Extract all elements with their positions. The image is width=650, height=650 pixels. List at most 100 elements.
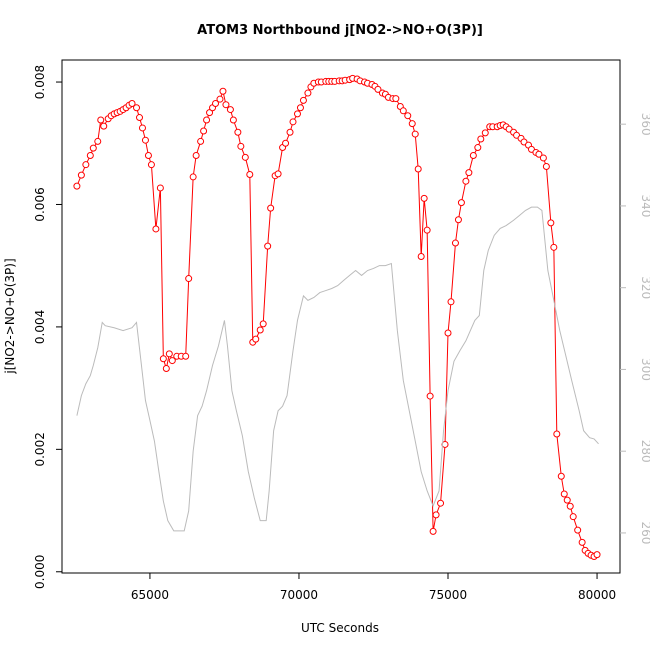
point (94, 137, 102, 145)
point (128, 99, 136, 107)
point (574, 526, 582, 534)
x-axis-label: UTC Seconds (301, 621, 379, 635)
point (229, 116, 237, 124)
point (477, 135, 485, 143)
x-tick-label: 70000 (280, 588, 318, 602)
point (216, 95, 224, 103)
point (206, 109, 214, 117)
point (286, 128, 294, 136)
y-tick-label: 0.006 (33, 187, 47, 221)
point (203, 116, 211, 124)
point (200, 127, 208, 135)
point (241, 153, 249, 161)
y-tick-label: 0.000 (33, 555, 47, 589)
point (474, 144, 482, 152)
point (447, 298, 455, 306)
point (192, 151, 200, 159)
x-tick-label: 65000 (131, 588, 169, 602)
point (185, 275, 193, 283)
point (219, 87, 227, 95)
point (462, 177, 470, 185)
point (451, 239, 459, 247)
point (454, 216, 462, 224)
point (222, 101, 230, 109)
point (457, 199, 465, 207)
point (426, 392, 434, 400)
y-tick-label: 0.008 (33, 65, 47, 99)
point (152, 225, 160, 233)
point (73, 182, 81, 190)
point (267, 204, 275, 212)
point (168, 357, 176, 365)
point (560, 490, 568, 498)
point (547, 219, 555, 227)
point (82, 161, 90, 169)
plot-box (61, 59, 621, 574)
point (234, 128, 242, 136)
point (136, 114, 143, 122)
y-axis-label: j[NO2->NO+O(3P)] (3, 258, 17, 374)
point (399, 107, 407, 115)
point (444, 329, 452, 337)
point (578, 538, 586, 546)
point (237, 142, 245, 150)
y-tick-label: 0.004 (33, 310, 47, 344)
point (535, 150, 543, 158)
point (469, 151, 477, 159)
point (550, 243, 558, 251)
point (141, 136, 149, 144)
point (593, 551, 601, 559)
point (539, 154, 547, 162)
point (259, 320, 267, 328)
point (437, 499, 445, 507)
point (226, 106, 234, 114)
point (420, 194, 428, 202)
series-line (76, 206, 599, 532)
point (182, 352, 190, 360)
point (465, 169, 473, 177)
point (293, 110, 301, 118)
point (411, 130, 419, 138)
point (542, 163, 550, 171)
point (423, 226, 431, 234)
point (282, 139, 290, 147)
point (256, 326, 264, 334)
point (429, 527, 437, 535)
point (408, 120, 416, 128)
point (165, 350, 173, 358)
point (147, 161, 155, 169)
point (97, 116, 105, 124)
point (100, 122, 108, 130)
point (159, 355, 167, 363)
point (414, 165, 422, 173)
point (138, 124, 146, 132)
point (246, 170, 254, 178)
point (89, 144, 97, 152)
chart-title: ATOM3 Northbound j[NO2->NO+O(3P)] (197, 23, 483, 38)
y2-tick-label: 320 (639, 276, 650, 299)
point (86, 151, 94, 159)
y2-tick-label: 260 (639, 521, 650, 544)
x-tick-label: 80000 (578, 588, 616, 602)
point (557, 472, 565, 480)
y2-tick-label: 300 (639, 358, 650, 381)
point (481, 129, 489, 137)
point (156, 184, 164, 192)
x-tick-label: 75000 (429, 588, 467, 602)
point (569, 513, 577, 521)
y2-tick-label: 360 (639, 113, 650, 136)
point (252, 335, 260, 343)
point (304, 89, 312, 97)
y2-tick-label: 340 (639, 194, 650, 217)
point (374, 85, 382, 93)
point (299, 96, 307, 104)
point (212, 99, 220, 107)
point (274, 170, 282, 178)
point (189, 173, 197, 181)
point (144, 151, 152, 159)
point (77, 171, 85, 179)
point (162, 365, 170, 373)
point (296, 104, 304, 112)
point (563, 496, 571, 504)
